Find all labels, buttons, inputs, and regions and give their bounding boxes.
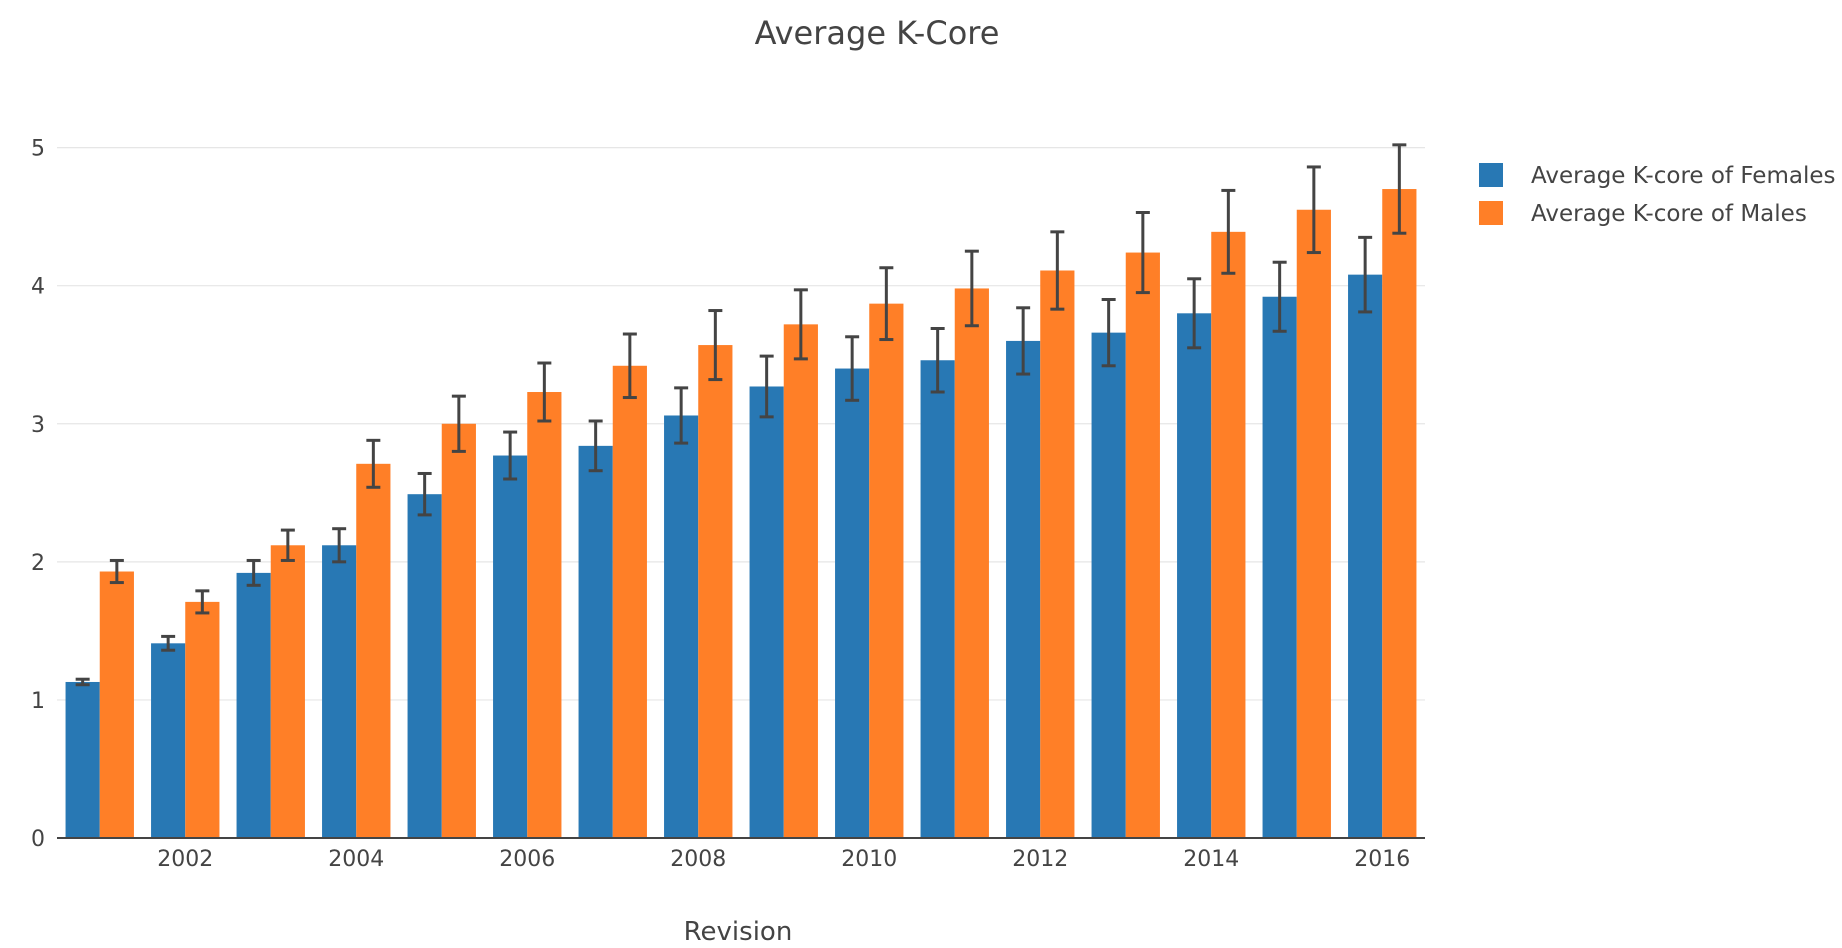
bar-females-2005 [407,494,442,838]
chart-title: Average K-Core [755,14,1000,52]
y-tick-label: 1 [31,689,45,714]
bar-females-2007 [578,445,613,838]
error-bar-females-2005 [417,471,432,517]
bar-females-2006 [493,455,528,838]
bar-males-2004 [356,463,391,838]
bar-males-2015 [1296,209,1331,838]
bar-males-2010 [869,303,904,838]
bar-females-2004 [322,545,357,838]
error-bar-males-2015 [1306,165,1321,255]
x-tick-label: 2014 [1183,847,1239,872]
error-bar-males-2004 [366,438,381,489]
error-bar-males-2006 [537,361,552,423]
error-bar-males-2009 [793,288,808,361]
error-bar-females-2012 [1016,306,1031,376]
y-tick-label: 3 [31,413,45,438]
legend-item-males[interactable]: Average K-core of Males [1479,201,1807,227]
legend-label: Average K-core of Females [1531,163,1835,189]
y-tick-label: 4 [31,275,45,300]
bar-males-2007 [612,365,647,838]
error-bar-females-2002 [161,634,176,652]
error-bar-males-2011 [964,249,979,328]
bar-females-2008 [664,415,699,838]
bar-females-2016 [1348,274,1383,839]
legend: Average K-core of Females Average K-core … [1479,163,1835,227]
bar-females-2002 [151,643,186,838]
y-tick-label: 0 [31,827,45,852]
x-tick-label: 2006 [499,847,555,872]
error-bar-females-2010 [845,335,860,402]
bar-males-2009 [783,324,818,838]
error-bar-females-2006 [503,430,518,481]
error-bar-males-2005 [451,394,466,453]
error-bar-females-2009 [759,354,774,419]
error-bar-females-2014 [1187,277,1202,350]
error-bar-males-2008 [708,309,723,382]
bar-females-2009 [749,386,784,838]
bar-females-2014 [1177,313,1212,838]
legend-label: Average K-core of Males [1531,201,1807,227]
error-bar-females-2001 [75,677,90,687]
x-tick-label: 2016 [1354,847,1410,872]
bar-females-2013 [1091,332,1126,838]
bar-males-2012 [1040,270,1075,838]
error-bar-males-2001 [109,558,124,585]
error-bar-females-2007 [588,419,603,473]
error-bar-males-2002 [195,589,210,615]
x-tick-label: 2002 [157,847,213,872]
error-bar-males-2007 [622,332,637,400]
error-bar-males-2013 [1135,211,1150,295]
bar-males-2001 [99,571,134,838]
x-tick-label: 2008 [670,847,726,872]
bar-females-2011 [920,360,955,838]
error-bar-males-2016 [1392,143,1407,235]
y-tick-label: 2 [31,551,45,576]
error-bars [75,143,1407,687]
x-tick-label: 2012 [1012,847,1068,872]
x-tick-label: 2010 [841,847,897,872]
bar-males-2005 [441,423,476,838]
bar-females-2010 [835,368,870,838]
bar-males-2016 [1382,189,1417,839]
bar-males-2003 [270,545,305,838]
x-axis-ticks: 2002 2004 2006 2008 2010 2012 2014 2016 [157,847,1410,872]
error-bar-females-2011 [930,326,945,394]
error-bar-females-2003 [246,558,261,587]
bar-males-2011 [954,288,989,838]
bar-females-2003 [236,572,271,838]
bar-females-2001 [65,681,100,838]
bar-males-2002 [185,601,220,838]
legend-swatch [1479,201,1503,225]
error-bar-females-2016 [1358,235,1373,314]
bar-males-2006 [527,392,562,838]
bars [65,189,1417,839]
error-bar-males-2010 [879,266,894,342]
error-bar-females-2004 [332,527,347,564]
error-bar-females-2013 [1101,298,1116,368]
error-bar-females-2015 [1272,260,1287,333]
legend-item-females[interactable]: Average K-core of Females [1479,163,1835,189]
x-tick-label: 2004 [328,847,384,872]
bar-females-2012 [1006,340,1041,838]
legend-swatch [1479,163,1503,187]
x-axis-label: Revision [684,917,793,947]
y-axis-ticks: 0 1 2 3 4 5 [31,137,45,852]
error-bar-males-2012 [1050,230,1065,311]
error-bar-males-2014 [1221,188,1236,275]
bar-males-2008 [698,345,733,838]
bar-females-2015 [1262,296,1297,838]
bar-males-2014 [1211,231,1246,839]
error-bar-males-2003 [280,528,295,562]
error-bar-females-2008 [674,386,689,445]
y-tick-label: 5 [31,137,45,162]
bar-males-2013 [1125,252,1160,839]
